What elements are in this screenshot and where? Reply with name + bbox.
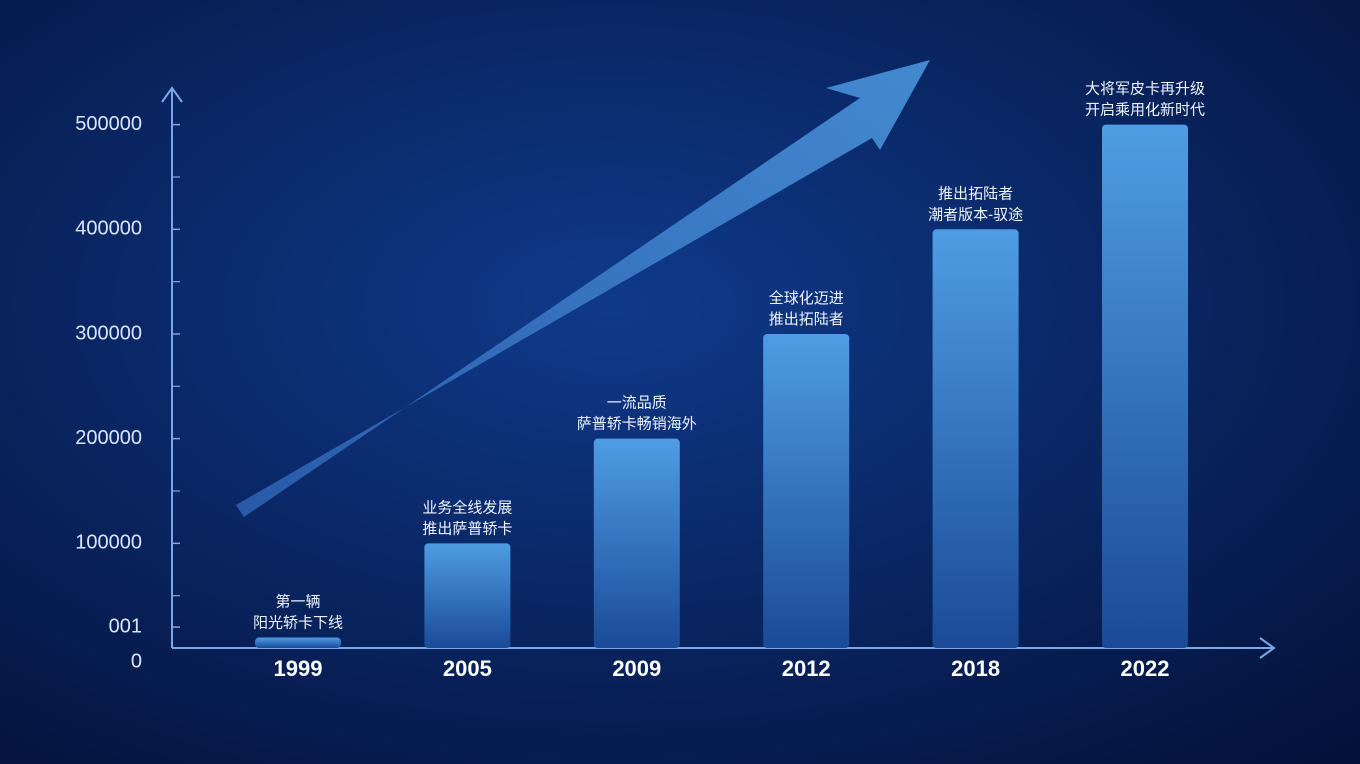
x-tick-label: 2018 bbox=[951, 656, 1000, 681]
bar bbox=[593, 438, 680, 648]
bar-annotation: 推出萨普轿卡 bbox=[422, 520, 512, 537]
bar-annotation: 第一辆 bbox=[275, 593, 320, 611]
trend-arrow bbox=[236, 60, 930, 517]
x-tick-label: 2012 bbox=[782, 656, 831, 681]
y-tick-label: 500000 bbox=[75, 113, 142, 135]
bar bbox=[255, 637, 341, 648]
bar-annotation: 开启乘用化新时代 bbox=[1085, 102, 1205, 119]
x-tick-label: 2022 bbox=[1121, 656, 1170, 681]
y-tick-label: 0 bbox=[131, 650, 142, 672]
y-tick-label: 100000 bbox=[75, 532, 142, 554]
bar-annotation: 潮者版本-驭途 bbox=[928, 206, 1023, 223]
bar bbox=[932, 229, 1019, 648]
y-tick-label: 400000 bbox=[75, 218, 142, 240]
bar-annotation: 大将军皮卡再升级 bbox=[1085, 81, 1205, 98]
bar bbox=[763, 333, 850, 648]
y-tick-label: 001 bbox=[109, 615, 142, 637]
bar bbox=[424, 543, 511, 648]
bar-annotation: 萨普轿卡畅销海外 bbox=[577, 416, 697, 433]
y-tick-label: 300000 bbox=[75, 322, 142, 344]
bar-annotation: 推出拓陆者 bbox=[769, 311, 844, 328]
bar-annotation: 推出拓陆者 bbox=[938, 185, 1013, 202]
y-axis-arrow bbox=[161, 86, 183, 103]
bar-annotation: 一流品质 bbox=[607, 395, 667, 412]
x-axis-arrow bbox=[1259, 637, 1276, 659]
y-tick-label: 200000 bbox=[75, 427, 142, 449]
x-tick-label: 2009 bbox=[612, 656, 661, 681]
x-tick-label: 2005 bbox=[443, 656, 492, 681]
bar bbox=[1102, 124, 1188, 649]
bar-annotation: 阳光轿卡下线 bbox=[253, 615, 343, 632]
bar-annotation: 业务全线发展 bbox=[422, 498, 512, 516]
bar-annotation: 全球化迈进 bbox=[769, 289, 844, 307]
x-tick-label: 1999 bbox=[274, 656, 323, 681]
